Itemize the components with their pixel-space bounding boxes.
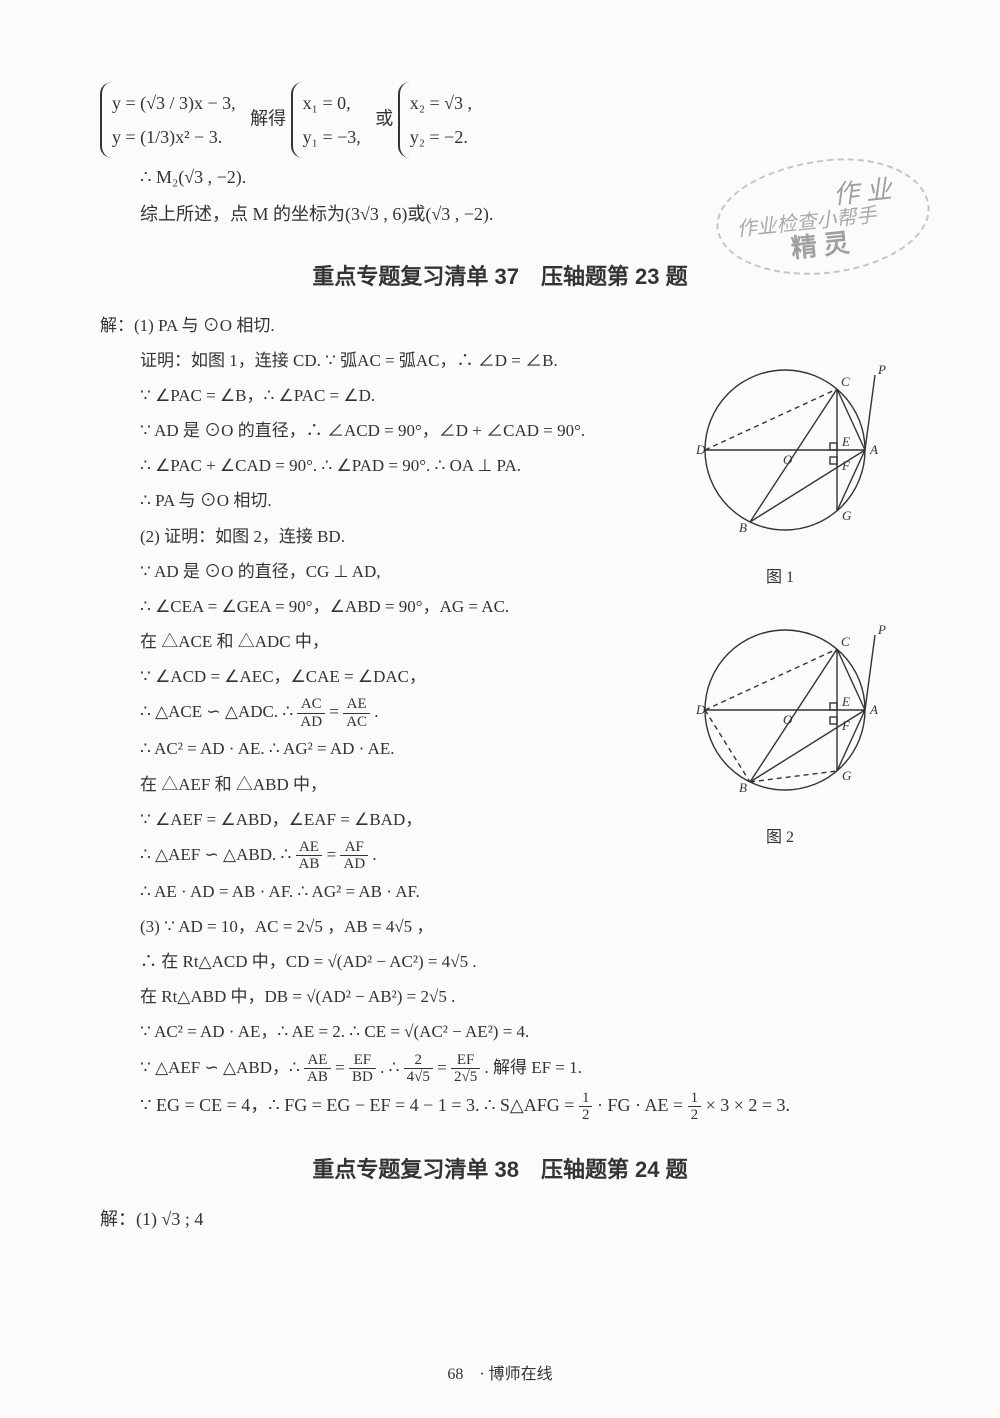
line-23-post: × 3 × 2 = 3. bbox=[706, 1095, 790, 1115]
line-09: ∴ ∠CEA = ∠GEA = 90°，∠ABD = 90°，AG = AC. bbox=[100, 590, 680, 623]
eq2: y₁ = −3, bbox=[303, 120, 361, 154]
section-heading-38: 重点专题复习清单 38 压轴题第 24 题 bbox=[100, 1152, 900, 1184]
line-23-mid: · FG · AE = bbox=[597, 1095, 688, 1115]
line-01: 解：(1) PA 与 ⊙O 相切. bbox=[100, 309, 680, 342]
svg-text:O: O bbox=[783, 452, 793, 467]
figure-2-caption: 图 2 bbox=[660, 823, 900, 847]
frac-ae-ab: AEAB bbox=[296, 839, 323, 873]
svg-text:C: C bbox=[841, 634, 850, 649]
frac-ef-2r5: EF2√5 bbox=[451, 1052, 480, 1086]
frac-ae-ac: AEAC bbox=[343, 696, 370, 730]
line-17: ∴ AE · AD = AB · AF. ∴ AG² = AB · AF. bbox=[100, 875, 680, 908]
or-label: 或 bbox=[375, 108, 393, 128]
line-19: ∴ 在 Rt△ACD 中，CD = √(AD² − AC²) = 4√5 . bbox=[100, 945, 680, 978]
eq2: y = (1/3)x² − 3. bbox=[112, 120, 236, 154]
line-23: ∵ EG = CE = 4，∴ FG = EG − EF = 4 − 1 = 3… bbox=[100, 1088, 940, 1124]
equation-system-3: x₂ = √3 , y₂ = −2. bbox=[398, 82, 478, 158]
frac-half-1: 12 bbox=[579, 1090, 593, 1124]
frac-af-ad: AFAD bbox=[340, 839, 368, 873]
geometry-diagram-1: D A O C P B G E F bbox=[665, 360, 895, 550]
line-11: ∵ ∠ACD = ∠AEC，∠CAE = ∠DAC， bbox=[100, 660, 680, 693]
frac-ae-ab2: AEAB bbox=[304, 1052, 331, 1086]
eq1: x₁ = 0, bbox=[303, 86, 361, 120]
svg-text:D: D bbox=[695, 442, 706, 457]
line-12: ∴ △ACE ∽ △ADC. ∴ ACAD = AEAC . bbox=[100, 695, 680, 730]
line-23-pre: ∵ EG = CE = 4，∴ FG = EG − EF = 4 − 1 = 3… bbox=[140, 1095, 579, 1115]
line-22: ∵ △AEF ∽ △ABD，∴ AEAB = EFBD . ∴ 24√5 = E… bbox=[100, 1051, 680, 1086]
line-14: 在 △AEF 和 △ABD 中， bbox=[100, 768, 680, 801]
svg-text:F: F bbox=[841, 458, 851, 473]
svg-text:D: D bbox=[695, 702, 706, 717]
svg-text:F: F bbox=[841, 718, 851, 733]
line-02: 证明：如图 1，连接 CD. ∵ 弧AC = 弧AC，∴ ∠D = ∠B. bbox=[100, 344, 680, 377]
equation-system-1: y = (√3 / 3)x − 3, y = (1/3)x² − 3. bbox=[100, 82, 242, 158]
frac-half-2: 12 bbox=[688, 1090, 702, 1124]
svg-text:B: B bbox=[739, 520, 747, 535]
line-04: ∵ AD 是 ⊙O 的直径，∴ ∠ACD = 90°，∠D + ∠CAD = 9… bbox=[100, 414, 680, 447]
figure-2: D A O C P B G E F 图 2 bbox=[660, 620, 900, 847]
watermark-line3: 精 灵 bbox=[789, 222, 851, 265]
svg-text:C: C bbox=[841, 374, 850, 389]
svg-text:E: E bbox=[841, 694, 850, 709]
line-05: ∴ ∠PAC + ∠CAD = 90°. ∴ ∠PAD = 90°. ∴ OA … bbox=[100, 449, 680, 482]
line-12-pre: ∴ △ACE ∽ △ADC. ∴ bbox=[140, 702, 297, 721]
page-footer: 68 · 博师在线 bbox=[0, 1360, 1000, 1384]
solve-label: 解得 bbox=[250, 108, 286, 128]
line-03: ∵ ∠PAC = ∠B，∴ ∠PAC = ∠D. bbox=[100, 379, 680, 412]
eq1: y = (√3 / 3)x − 3, bbox=[112, 86, 236, 120]
frac-ef-bd: EFBD bbox=[349, 1052, 376, 1086]
frac-ac-ad: ACAD bbox=[297, 696, 325, 730]
svg-text:P: P bbox=[877, 622, 886, 637]
line-22-mid: . ∴ bbox=[380, 1058, 404, 1077]
svg-text:G: G bbox=[842, 508, 852, 523]
line-22-pre: ∵ △AEF ∽ △ABD，∴ bbox=[140, 1058, 304, 1077]
line-08: ∵ AD 是 ⊙O 的直径，CG ⊥ AD, bbox=[100, 555, 680, 588]
line-16-pre: ∴ △AEF ∽ △ABD. ∴ bbox=[140, 845, 296, 864]
svg-text:G: G bbox=[842, 768, 852, 783]
geometry-diagram-2: D A O C P B G E F bbox=[665, 620, 895, 810]
svg-text:E: E bbox=[841, 434, 850, 449]
answer-38: 解：(1) √3 ; 4 bbox=[100, 1202, 900, 1236]
line-13: ∴ AC² = AD · AE. ∴ AG² = AD · AE. bbox=[100, 732, 680, 765]
equation-system-2: x₁ = 0, y₁ = −3, bbox=[291, 82, 367, 158]
svg-text:P: P bbox=[877, 362, 886, 377]
solution-body: 解：(1) PA 与 ⊙O 相切. 证明：如图 1，连接 CD. ∵ 弧AC =… bbox=[100, 309, 680, 1086]
math-worksheet-page: 作 业 作业检查小帮手 精 灵 y = (√3 / 3)x − 3, y = (… bbox=[0, 0, 1000, 1418]
frac-2-4r5: 24√5 bbox=[404, 1052, 433, 1086]
line-16-post: . bbox=[372, 845, 376, 864]
top-equation-block: y = (√3 / 3)x − 3, y = (1/3)x² − 3. 解得 x… bbox=[100, 82, 900, 158]
svg-text:A: A bbox=[869, 702, 878, 717]
eq2: y₂ = −2. bbox=[410, 120, 472, 154]
figure-1-caption: 图 1 bbox=[660, 563, 900, 587]
line-16: ∴ △AEF ∽ △ABD. ∴ AEAB = AFAD . bbox=[100, 838, 680, 873]
line-15: ∵ ∠AEF = ∠ABD，∠EAF = ∠BAD， bbox=[100, 803, 680, 836]
line-10: 在 △ACE 和 △ADC 中， bbox=[100, 625, 680, 658]
line-22-post: . 解得 EF = 1. bbox=[484, 1058, 581, 1077]
line-21: ∵ AC² = AD · AE，∴ AE = 2. ∴ CE = √(AC² −… bbox=[100, 1015, 680, 1048]
line-18: (3) ∵ AD = 10，AC = 2√5 ，AB = 4√5 ， bbox=[100, 910, 680, 943]
line-20: 在 Rt△ABD 中，DB = √(AD² − AB²) = 2√5 . bbox=[100, 980, 680, 1013]
figure-1: D A O C P B G E F 图 1 bbox=[660, 360, 900, 587]
svg-text:B: B bbox=[739, 780, 747, 795]
svg-text:O: O bbox=[783, 712, 793, 727]
svg-text:A: A bbox=[869, 442, 878, 457]
eq1: x₂ = √3 , bbox=[410, 86, 472, 120]
line-12-post: . bbox=[374, 702, 378, 721]
line-07: (2) 证明：如图 2，连接 BD. bbox=[100, 520, 680, 553]
line-06: ∴ PA 与 ⊙O 相切. bbox=[100, 484, 680, 517]
